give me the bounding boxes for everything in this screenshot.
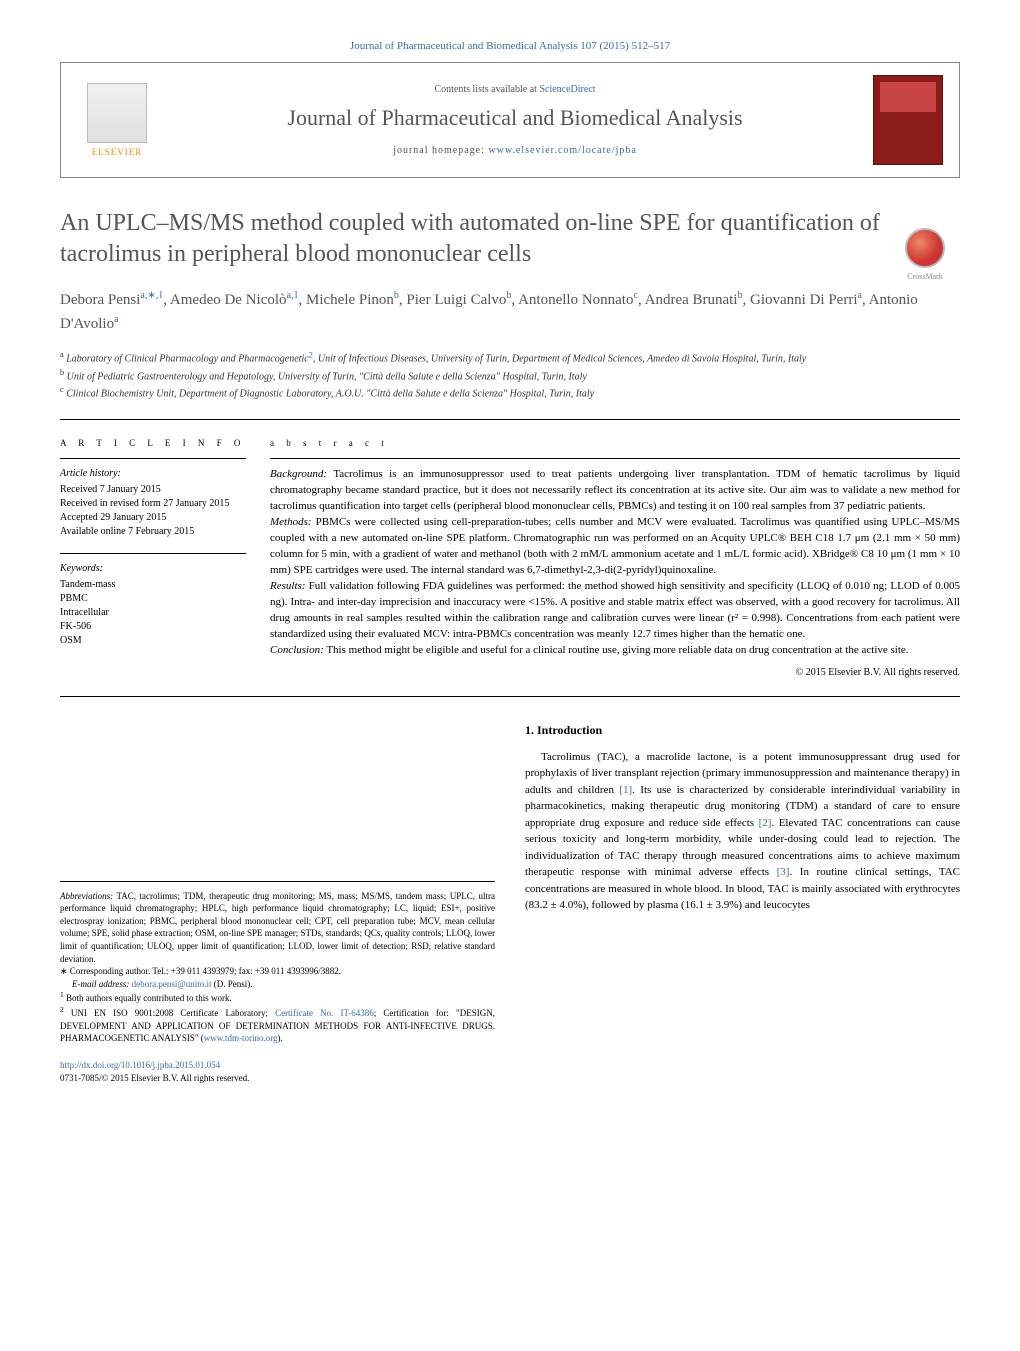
abs-conclusion-label: Conclusion: bbox=[270, 644, 324, 656]
elsevier-tree-icon bbox=[87, 83, 147, 143]
ref-3-link[interactable]: [3] bbox=[777, 866, 790, 878]
corr-text: Corresponding author. Tel.: +39 011 4393… bbox=[68, 966, 341, 976]
contents-prefix: Contents lists available at bbox=[434, 84, 539, 95]
abstract-column: a b s t r a c t Background: Tacrolimus i… bbox=[270, 438, 960, 677]
history-online: Available online 7 February 2015 bbox=[60, 525, 246, 539]
abstract-copyright: © 2015 Elsevier B.V. All rights reserved… bbox=[270, 667, 960, 678]
intro-heading: 1. Introduction bbox=[525, 721, 960, 739]
ref-1-link[interactable]: [1] bbox=[619, 784, 632, 796]
contents-available-line: Contents lists available at ScienceDirec… bbox=[177, 84, 853, 95]
journal-masthead: ELSEVIER Contents lists available at Sci… bbox=[60, 62, 960, 178]
crossmark-label: CrossMark bbox=[890, 272, 960, 281]
abs-results-label: Results: bbox=[270, 580, 305, 592]
corr-marker: ∗ bbox=[60, 966, 68, 976]
journal-homepage-line: journal homepage: www.elsevier.com/locat… bbox=[177, 145, 853, 156]
crossmark-icon bbox=[905, 228, 945, 268]
abs-results: Full validation following FDA guidelines… bbox=[270, 580, 960, 640]
history-revised: Received in revised form 27 January 2015 bbox=[60, 497, 246, 511]
affil-c-text: Clinical Biochemistry Unit, Department o… bbox=[64, 388, 594, 399]
abs-background: Tacrolimus is an immunosuppressor used t… bbox=[270, 468, 960, 512]
abbrev-text: TAC, tacrolimus; TDM, therapeutic drug m… bbox=[60, 891, 495, 964]
crossmark-badge[interactable]: CrossMark bbox=[890, 228, 960, 281]
abs-methods-label: Methods: bbox=[270, 516, 312, 528]
journal-title: Journal of Pharmaceutical and Biomedical… bbox=[177, 105, 853, 131]
article-history-label: Article history: bbox=[60, 467, 246, 481]
corr-email-link[interactable]: debora.pensi@unito.it bbox=[132, 979, 212, 989]
elsevier-label: ELSEVIER bbox=[92, 147, 143, 157]
keyword-3: FK-506 bbox=[60, 620, 246, 634]
journal-homepage-link[interactable]: www.elsevier.com/locate/jpba bbox=[488, 145, 636, 156]
keywords-label: Keywords: bbox=[60, 562, 246, 576]
note1-text: Both authors equally contributed to this… bbox=[64, 993, 232, 1003]
journal-cover-thumbnail bbox=[873, 75, 943, 165]
abs-methods: PBMCs were collected using cell-preparat… bbox=[270, 516, 960, 576]
issn-copyright: 0731-7085/© 2015 Elsevier B.V. All right… bbox=[60, 1073, 249, 1083]
email-suffix: (D. Pensi). bbox=[211, 979, 252, 989]
footnotes-block: Abbreviations: TAC, tacrolimus; TDM, the… bbox=[60, 881, 495, 1045]
doi-link[interactable]: http://dx.doi.org/10.1016/j.jpba.2015.01… bbox=[60, 1060, 220, 1070]
rule-below-abstract bbox=[60, 696, 960, 697]
abs-conclusion: This method might be eligible and useful… bbox=[324, 644, 909, 656]
keyword-1: PBMC bbox=[60, 592, 246, 606]
history-received: Received 7 January 2015 bbox=[60, 483, 246, 497]
left-column: Abbreviations: TAC, tacrolimus; TDM, the… bbox=[60, 721, 495, 1086]
keyword-4: OSM bbox=[60, 634, 246, 648]
ref-2-link[interactable]: [2] bbox=[759, 817, 772, 829]
affiliations-block: a Laboratory of Clinical Pharmacology an… bbox=[60, 349, 960, 401]
keyword-0: Tandem-mass bbox=[60, 578, 246, 592]
abstract-heading: a b s t r a c t bbox=[270, 438, 960, 448]
article-info-heading: a r t i c l e i n f o bbox=[60, 438, 246, 448]
affil-a-text: Laboratory of Clinical Pharmacology and … bbox=[64, 354, 309, 365]
running-header: Journal of Pharmaceutical and Biomedical… bbox=[60, 40, 960, 52]
article-info-column: a r t i c l e i n f o Article history: R… bbox=[60, 438, 270, 677]
elsevier-logo: ELSEVIER bbox=[77, 75, 157, 165]
homepage-prefix: journal homepage: bbox=[393, 145, 488, 156]
note2-c: ). bbox=[278, 1033, 283, 1043]
right-column: 1. Introduction Tacrolimus (TAC), a macr… bbox=[525, 721, 960, 1086]
affil-a-suffix: , Unit of Infectious Diseases, Universit… bbox=[313, 354, 806, 365]
keyword-2: Intracellular bbox=[60, 606, 246, 620]
abbrev-label: Abbreviations: bbox=[60, 891, 113, 901]
article-title: An UPLC–MS/MS method coupled with automa… bbox=[60, 208, 960, 270]
authors-line: Debora Pensia,∗,1, Amedeo De Nicolòa,1, … bbox=[60, 288, 960, 335]
rule-above-info bbox=[60, 419, 960, 420]
affil-b-text: Unit of Pediatric Gastroenterology and H… bbox=[64, 371, 587, 382]
email-label: E-mail address: bbox=[72, 979, 132, 989]
abs-background-label: Background: bbox=[270, 468, 327, 480]
tdm-torino-link[interactable]: www.tdm-torino.org bbox=[204, 1033, 278, 1043]
certificate-link[interactable]: Certificate No. IT-64386 bbox=[275, 1008, 374, 1018]
note2-a: UNI EN ISO 9001:2008 Certificate Laborat… bbox=[64, 1008, 275, 1018]
sciencedirect-link[interactable]: ScienceDirect bbox=[539, 84, 595, 95]
history-accepted: Accepted 29 January 2015 bbox=[60, 511, 246, 525]
